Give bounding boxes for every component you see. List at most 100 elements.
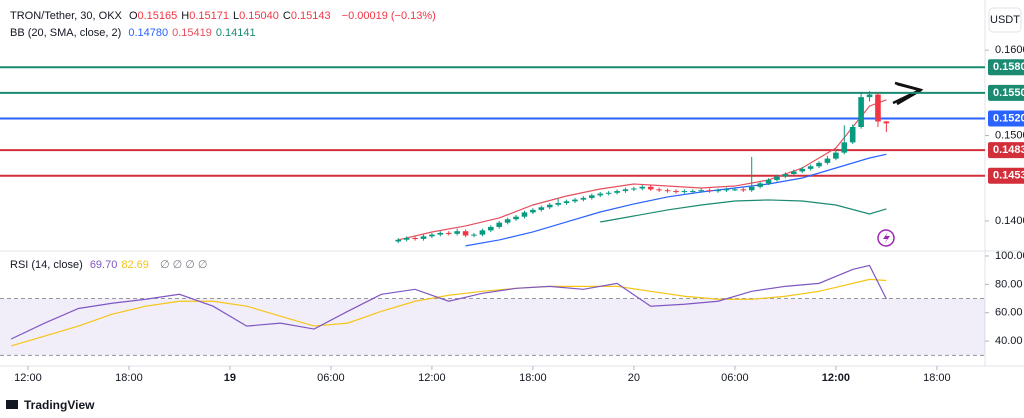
- symbol-title: TRON/Tether, 30, OKX: [10, 10, 122, 22]
- candle-body: [488, 226, 494, 231]
- level-label-box: [988, 142, 1024, 159]
- level-label-box: [988, 167, 1024, 184]
- rsi-band: [0, 298, 985, 356]
- candle-body: [790, 171, 797, 174]
- candle-body: [883, 121, 890, 124]
- candle-body: [454, 231, 460, 234]
- rsi-tick-label: 40.00: [995, 335, 1023, 347]
- ohlc-key: C: [282, 10, 291, 22]
- alert-icon[interactable]: [877, 229, 895, 247]
- rsi-extra: ∅ ∅ ∅ ∅: [159, 259, 208, 271]
- candle-body: [824, 158, 831, 163]
- candle-body: [580, 197, 587, 200]
- candle-body: [412, 238, 418, 240]
- x-tick-label: 18:00: [923, 372, 951, 384]
- candle-body: [605, 192, 612, 194]
- candle-body: [866, 94, 873, 98]
- candle-body: [437, 232, 444, 235]
- candle-body: [462, 231, 469, 236]
- bb-line: [465, 153, 887, 247]
- candle-body: [513, 216, 519, 220]
- candle-body: [748, 186, 755, 191]
- candle-body: [589, 195, 595, 198]
- rsi-tick-label: 80.00: [995, 278, 1023, 290]
- bb-legend: BB (20, SMA, close, 2) 0.14780 0.15419 0.1…: [10, 27, 264, 39]
- candle-body: [555, 203, 561, 205]
- x-tick-label: 06:00: [317, 372, 345, 384]
- level-label: 0.1550: [993, 87, 1024, 99]
- rsi-legend: RSI (14, close) 69.70 82.69 ∅ ∅ ∅ ∅: [10, 258, 211, 271]
- bb-line: [398, 99, 887, 241]
- candle-body: [715, 190, 721, 192]
- candle-body: [841, 142, 848, 153]
- candle-body: [395, 239, 402, 242]
- level-label-box: [988, 110, 1024, 127]
- candle-body: [782, 173, 789, 177]
- ohlc-key: O: [128, 10, 138, 22]
- candle-body: [807, 166, 814, 169]
- candle-body: [614, 191, 620, 193]
- candle-body: [622, 189, 629, 192]
- brand-logo: [6, 400, 18, 409]
- alert-bolt: [883, 232, 890, 244]
- candle-body: [563, 201, 570, 204]
- candle-body: [757, 183, 763, 187]
- candle-body: [572, 199, 578, 202]
- candle-body: [546, 204, 553, 208]
- bb-values: 0.14780 0.15419 0.14141: [128, 27, 259, 39]
- candle-body: [799, 168, 806, 172]
- candle-body: [504, 219, 511, 223]
- candle-body: [664, 190, 671, 192]
- candle-body: [429, 234, 435, 237]
- y-tick-label: 0.1400: [995, 215, 1024, 227]
- ohlc-key: L: [232, 10, 240, 22]
- x-tick-label: 12:00: [822, 372, 850, 384]
- candle-body: [681, 191, 688, 193]
- candle-body: [858, 97, 864, 128]
- x-tick-label: 19: [224, 372, 236, 384]
- candle-body: [639, 186, 646, 189]
- candle-body: [597, 193, 604, 196]
- bb-value: 0.15419: [172, 27, 212, 39]
- candle-body: [816, 162, 822, 167]
- rsi-line: [10, 278, 887, 347]
- level-label-box: [988, 59, 1024, 76]
- rsi-value: 69.70: [89, 259, 118, 271]
- x-tick-label: 06:00: [721, 372, 749, 384]
- candle-body: [521, 212, 528, 217]
- x-tick-label: 12:00: [14, 372, 42, 384]
- candle-body: [774, 176, 780, 180]
- candle-body: [445, 232, 452, 234]
- currency-button[interactable]: [988, 7, 1022, 33]
- candle-body: [496, 222, 503, 227]
- rsi-name: RSI (14, close): [10, 259, 83, 271]
- bb-value: 0.14780: [128, 27, 169, 39]
- candle-body: [647, 186, 654, 190]
- candle-body: [538, 207, 545, 210]
- ohlc-legend: O0.15165 H0.15171 L0.15040 C0.15143: [129, 10, 335, 22]
- candle-body: [723, 189, 730, 191]
- currency-label: USDT: [990, 14, 1020, 26]
- candle-body: [875, 94, 881, 122]
- rsi-values: 69.70 82.69: [90, 259, 153, 271]
- candle-body: [740, 189, 747, 191]
- level-label: 0.1453: [993, 170, 1024, 182]
- candle-body: [698, 190, 705, 192]
- candle-body: [479, 230, 486, 235]
- candle-body: [530, 209, 536, 213]
- candle-body: [420, 236, 427, 239]
- candle-body: [849, 127, 856, 143]
- x-tick-label: 18:00: [115, 372, 143, 384]
- ohlc-value: 0.15040: [239, 10, 279, 22]
- symbol-legend: TRON/Tether, 30, OKX O0.15165 H0.15171 L0.…: [10, 10, 440, 22]
- rsi-tick-label: 60.00: [995, 307, 1023, 319]
- ohlc-value: 0.15143: [290, 10, 331, 22]
- x-tick-label: 12:00: [418, 372, 446, 384]
- ohlc-value: 0.15171: [189, 10, 229, 22]
- bb-line: [600, 199, 887, 223]
- level-label: 0.1483: [993, 144, 1024, 156]
- level-label-box: [988, 84, 1024, 101]
- rsi-value: 82.69: [121, 259, 149, 271]
